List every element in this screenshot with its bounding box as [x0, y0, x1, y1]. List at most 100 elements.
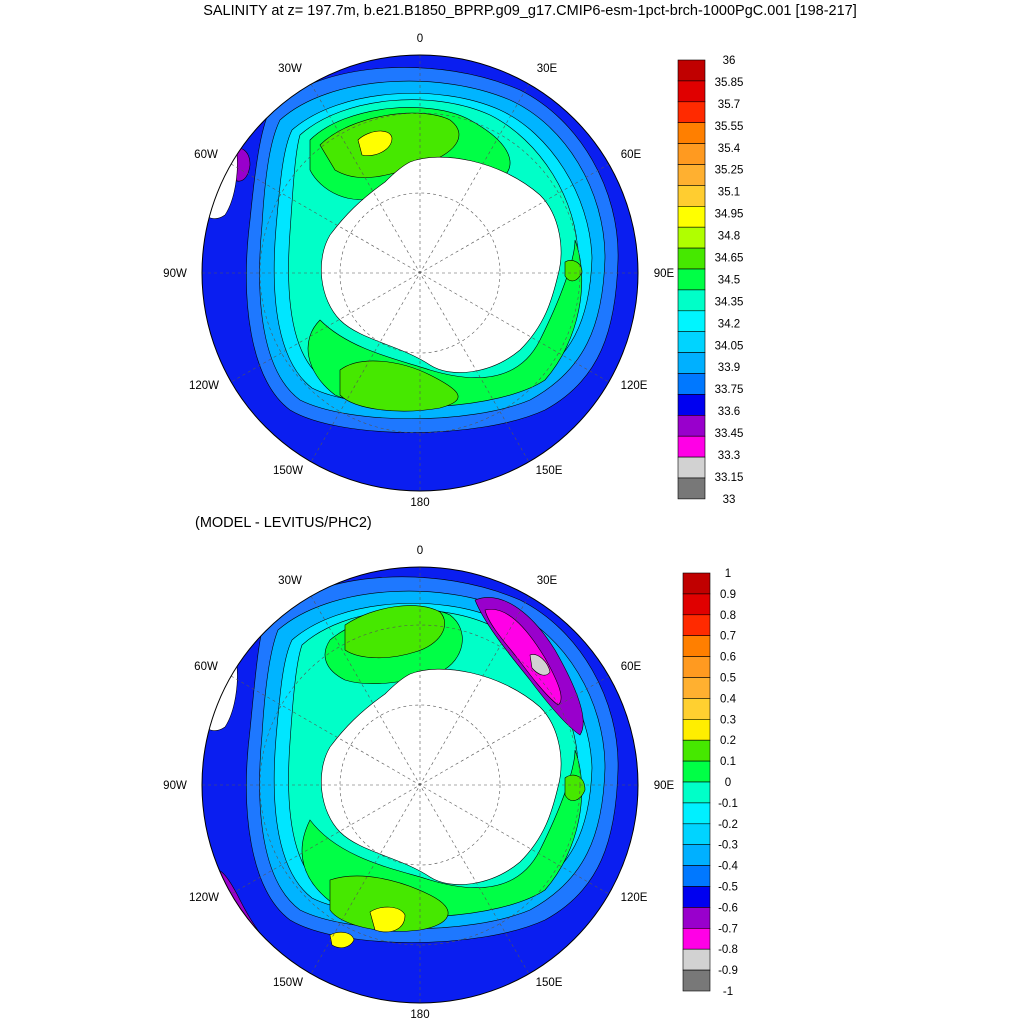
lon-label-150w: 150W: [273, 465, 303, 477]
lon-label-60e-diff: 60E: [621, 661, 642, 673]
diff-band-0-1: [344, 605, 445, 659]
salinity-colorbar-swatch: [677, 331, 706, 353]
salinity-colorbar-label: 35.25: [715, 165, 744, 177]
salinity-colorbar-swatch: [677, 247, 706, 270]
lon-label-60w-diff: 60W: [194, 661, 218, 673]
salinity-colorbar-label: 33.15: [715, 472, 744, 484]
difference-colorbar-label: -0.7: [718, 923, 738, 935]
lon-label-120e-diff: 120E: [621, 892, 648, 904]
diff-band-0-1-pac: [329, 875, 449, 932]
difference-colorbar-swatch: [682, 927, 711, 950]
lon-label-180: 180: [410, 497, 429, 509]
salinity-band-34-65-pac: [339, 360, 459, 412]
diff-band-neg-0-8: [484, 608, 562, 706]
salinity-colorbar-swatch: [677, 394, 706, 416]
salinity-band-34-65-ind: [564, 260, 583, 282]
difference-colorbar-label: -0.5: [718, 882, 738, 894]
difference-colorbar-label: 0.9: [720, 589, 736, 601]
difference-colorbar-swatch: [682, 865, 711, 887]
difference-colorbar-label: -0.4: [718, 861, 738, 873]
longitude-labels: 0 30E 60E 90E 120E 150E 180 150W 120W 90…: [163, 33, 674, 509]
salinity-colorbar-swatch: [677, 352, 706, 374]
lon-label-150w-diff: 150W: [273, 977, 303, 989]
difference-colorbar: 1 0.9 0.8 0.7 0.6 0.5 0.4 0.3 0.2 0.1 0 -0.1 -0.2 -0.…: [682, 568, 739, 998]
lon-label-0-diff: 0: [417, 545, 423, 557]
difference-colorbar-label: 0.4: [720, 693, 737, 705]
difference-colorbar-swatch: [682, 635, 711, 657]
lon-label-0: 0: [417, 33, 423, 45]
salinity-map: 0 30E 60E 90E 120E 150E 180 150W 120W 90…: [163, 33, 674, 509]
salinity-colorbar-label: 34.8: [718, 231, 740, 243]
salinity-colorbar-label: 33.9: [718, 362, 740, 374]
difference-colorbar-swatch: [682, 802, 711, 825]
salinity-colorbar-label: 35.7: [718, 99, 740, 111]
difference-colorbar-label: 0.6: [720, 652, 736, 664]
difference-colorbar-swatch: [682, 844, 711, 866]
lon-label-90w: 90W: [163, 268, 187, 280]
lon-label-150e: 150E: [536, 465, 563, 477]
difference-colorbar-swatch: [682, 572, 711, 595]
difference-colorbar-swatch: [682, 969, 711, 992]
salinity-colorbar: 36 35.85 35.7 35.55 35.4 35.25 35.1 34.95 34.8 34…: [677, 55, 744, 506]
difference-colorbar-swatch: [682, 656, 711, 678]
difference-colorbar-label: -1: [723, 986, 733, 998]
lon-label-30w-diff: 30W: [278, 575, 302, 587]
salinity-colorbar-swatch: [677, 268, 706, 291]
lon-label-90e: 90E: [654, 268, 675, 280]
diff-band-0-3-a: [369, 906, 406, 933]
map-border-diff: [201, 566, 639, 1004]
salinity-colorbar-label: 34.65: [715, 253, 744, 265]
salinity-colorbar-swatch: [677, 206, 706, 228]
diff-band-0-1-ind: [564, 774, 586, 801]
difference-colorbar-label: 0.8: [720, 610, 736, 622]
salinity-colorbar-label: 33.75: [715, 384, 744, 396]
salinity-colorbar-swatch: [677, 122, 706, 144]
difference-colorbar-swatch: [682, 593, 711, 616]
difference-colorbar-label: -0.6: [718, 902, 738, 914]
difference-colorbar-label: 0: [725, 777, 731, 789]
graticule-diff: [202, 567, 638, 1003]
salinity-colorbar-swatch: [677, 435, 706, 458]
salinity-colorbar-label: 35.1: [718, 187, 740, 199]
salinity-colorbar-swatch: [677, 373, 706, 395]
difference-colorbar-swatch: [682, 760, 711, 783]
graticule: [202, 55, 638, 491]
salinity-colorbar-label: 35.4: [718, 143, 741, 155]
difference-colorbar-swatch: [682, 948, 711, 971]
salinity-colorbar-label: 33: [723, 494, 736, 506]
lon-label-180-diff: 180: [410, 1009, 429, 1021]
difference-colorbar-swatch: [682, 907, 711, 929]
map-border: [201, 54, 639, 492]
difference-colorbar-label: 0.1: [720, 756, 736, 768]
salinity-colorbar-swatch: [677, 477, 706, 500]
diff-band-neg-0-9: [529, 654, 551, 676]
difference-subtitle: (MODEL - LEVITUS/PHC2): [195, 515, 372, 531]
salinity-colorbar-swatch: [677, 289, 706, 312]
difference-colorbar-swatch: [682, 739, 711, 762]
antarctica: [320, 156, 562, 373]
salinity-colorbar-label: 34.35: [715, 296, 744, 308]
difference-colorbar-label: 1: [725, 568, 731, 580]
difference-colorbar-label: -0.3: [718, 840, 738, 852]
salinity-band-34-8: [357, 130, 393, 156]
difference-colorbar-swatch: [682, 614, 711, 636]
salinity-colorbar-swatch: [677, 310, 706, 332]
salinity-colorbar-swatch: [677, 414, 706, 437]
antarctica-diff: [320, 668, 562, 885]
salinity-colorbar-swatch: [677, 80, 706, 103]
salinity-colorbar-label: 33.3: [718, 450, 740, 462]
lon-label-150e-diff: 150E: [536, 977, 563, 989]
salinity-colorbar-swatch: [677, 226, 706, 249]
salinity-colorbar-label: 34.05: [715, 340, 744, 352]
salinity-colorbar-label: 36: [723, 55, 736, 67]
lon-label-30w: 30W: [278, 63, 302, 75]
difference-colorbar-label: 0.2: [720, 735, 736, 747]
salinity-colorbar-label: 33.6: [718, 406, 740, 418]
difference-colorbar-label: 0.7: [720, 631, 736, 643]
difference-colorbar-swatch: [682, 677, 711, 699]
salinity-colorbar-label: 34.95: [715, 209, 744, 221]
lon-label-30e: 30E: [537, 63, 558, 75]
difference-colorbar-swatch: [682, 718, 711, 741]
difference-colorbar-label: -0.2: [718, 819, 738, 831]
